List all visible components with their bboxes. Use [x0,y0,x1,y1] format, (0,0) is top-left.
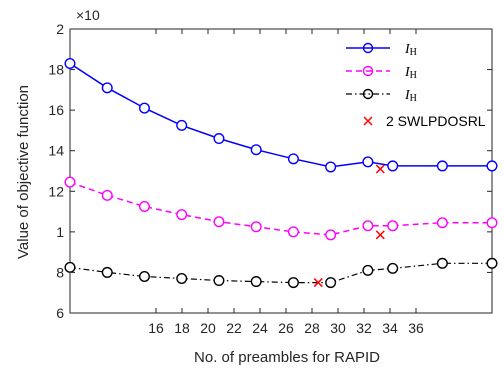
data-point-series-3 [436,257,448,269]
data-point-series-2 [213,216,225,228]
data-point-series-3 [325,277,337,289]
legend-label-main: I [404,65,411,80]
series-line-3 [69,262,492,284]
x-tick-label: 22 [226,320,242,336]
legend: IH IH IH 2 SWLPDOSRL [346,42,486,129]
legend-label-sub: H [410,70,417,81]
y-tick-label: 6 [56,305,64,321]
plot-area-box [69,28,493,314]
data-point-series-2 [101,189,113,201]
optimal-point-marker [375,230,385,240]
series-line-2 [69,181,492,236]
x-tick-label: 34 [382,320,398,336]
data-point-series-1 [213,133,225,145]
y-tick-label: 14 [48,143,64,159]
legend-marker-series-2 [362,65,374,77]
data-point-series-1 [362,156,374,168]
data-point-series-3 [287,277,299,289]
x-tick-label: 32 [356,320,372,336]
y-axis-label: Value of objective function [15,85,32,259]
data-point-series-2 [176,209,188,221]
y-tick-label: 8 [56,264,64,280]
x-tick-label: 18 [174,320,190,336]
plot-frame [69,28,493,314]
legend-marker-series-3 [362,88,374,100]
x-tick-label: 26 [278,320,294,336]
data-point-series-3 [387,262,399,274]
x-tick-label: 30 [330,320,346,336]
ticks-group: 6 8 1 12 14 16 18 2 16 18 20 22 24 26 28 30 32 34 36 [48,21,492,336]
legend-marker-series-1 [362,42,374,54]
legend-label-sub: H [410,47,417,58]
data-point-series-2 [387,220,399,232]
data-point-series-1 [287,153,299,165]
data-point-series-3 [250,276,262,288]
series-group [69,62,492,284]
data-point-series-1 [250,144,262,156]
data-point-series-1 [486,160,498,172]
legend-entry-series-3: IH [346,88,417,104]
data-point-series-3 [138,270,150,282]
x-tick-label: 16 [148,320,164,336]
y-tick-label: 12 [48,183,64,199]
optimal-point-marker [313,278,323,288]
legend-label-series-1: IH [404,42,417,58]
optimal-points-group [313,164,385,288]
legend-label-sub: H [410,93,417,104]
data-point-series-1 [101,82,113,94]
data-point-series-2 [325,229,337,241]
legend-entry-series-1: IH [346,42,417,58]
data-point-series-1 [138,102,150,114]
legend-label-series-2: IH [404,65,417,81]
optimal-point-marker [375,164,385,174]
data-point-series-2 [436,217,448,229]
data-point-series-1 [176,119,188,131]
data-point-series-1 [387,160,399,172]
x-tick-label: 24 [252,320,268,336]
x-axis-label: No. of preambles for RAPID [194,349,380,366]
data-point-series-3 [213,275,225,287]
legend-label-main: I [404,42,411,57]
data-point-series-1 [436,160,448,172]
legend-label-optimal: 2 SWLPDOSRL [386,113,486,129]
data-point-series-3 [486,257,498,269]
data-point-series-2 [138,200,150,212]
series-line-1 [69,62,492,168]
x-tick-label: 36 [408,320,424,336]
data-point-series-3 [101,266,113,278]
data-point-series-2 [64,176,76,188]
y-tick-label: 1 [56,224,64,240]
y-tick-label: 2 [56,21,64,37]
data-point-series-2 [486,217,498,229]
data-point-series-3 [362,264,374,276]
data-point-series-2 [362,220,374,232]
data-point-series-1 [64,57,76,69]
legend-label-series-3: IH [404,88,417,104]
x-tick-label: 28 [304,320,320,336]
data-point-series-3 [176,273,188,285]
x-tick-label: 20 [200,320,216,336]
y-axis-multiplier: ×10 [76,7,100,23]
legend-label-main: I [404,88,411,103]
y-tick-label: 16 [48,102,64,118]
data-point-series-3 [64,261,76,273]
legend-entry-series-2: IH [346,65,417,81]
markers-group [64,57,498,289]
data-point-series-1 [325,161,337,173]
legend-entry-optimal: 2 SWLPDOSRL [363,113,486,129]
data-point-series-2 [287,226,299,238]
legend-marker-optimal [363,116,373,126]
y-tick-label: 18 [48,62,64,78]
data-point-series-2 [250,221,262,233]
